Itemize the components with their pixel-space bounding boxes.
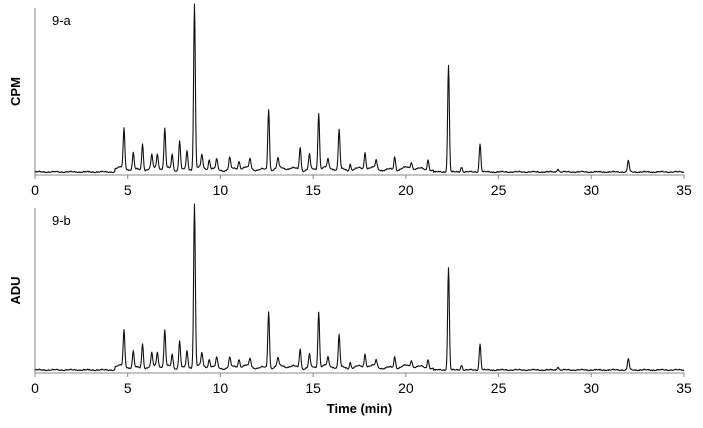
- x-axis-title: Time (min): [327, 401, 393, 416]
- chromatogram-trace: [34, 3, 685, 174]
- chromatogram-trace: [34, 203, 685, 372]
- x-tick-label: 10: [213, 182, 229, 198]
- y-axis-title: CPM: [8, 77, 23, 106]
- x-tick-label: 30: [583, 380, 599, 396]
- x-tick-label: 0: [31, 182, 39, 198]
- x-tick-label: 20: [398, 380, 414, 396]
- x-tick-label: 20: [398, 182, 414, 198]
- panel-label: 9-a: [52, 13, 72, 28]
- x-tick-label: 15: [305, 182, 321, 198]
- x-tick-label: 30: [583, 182, 599, 198]
- panel-label: 9-b: [52, 213, 71, 228]
- panel-9a: 0 5 10 15 20 25 30 35 9-a CPM: [8, 3, 692, 198]
- panel-9b: 0 5 10 15 20 25 30 35 9-b ADU Time (min): [8, 203, 692, 416]
- x-tick-label: 35: [676, 380, 692, 396]
- x-tick-label: 5: [124, 380, 132, 396]
- x-tick-label: 10: [213, 380, 229, 396]
- x-tick-label: 5: [124, 182, 132, 198]
- x-tick-label: 0: [31, 380, 39, 396]
- x-tick-label: 15: [305, 380, 321, 396]
- y-axis-title: ADU: [8, 276, 23, 304]
- x-tick-label: 35: [676, 182, 692, 198]
- x-tick-label: 25: [491, 182, 507, 198]
- x-tick-label: 25: [491, 380, 507, 396]
